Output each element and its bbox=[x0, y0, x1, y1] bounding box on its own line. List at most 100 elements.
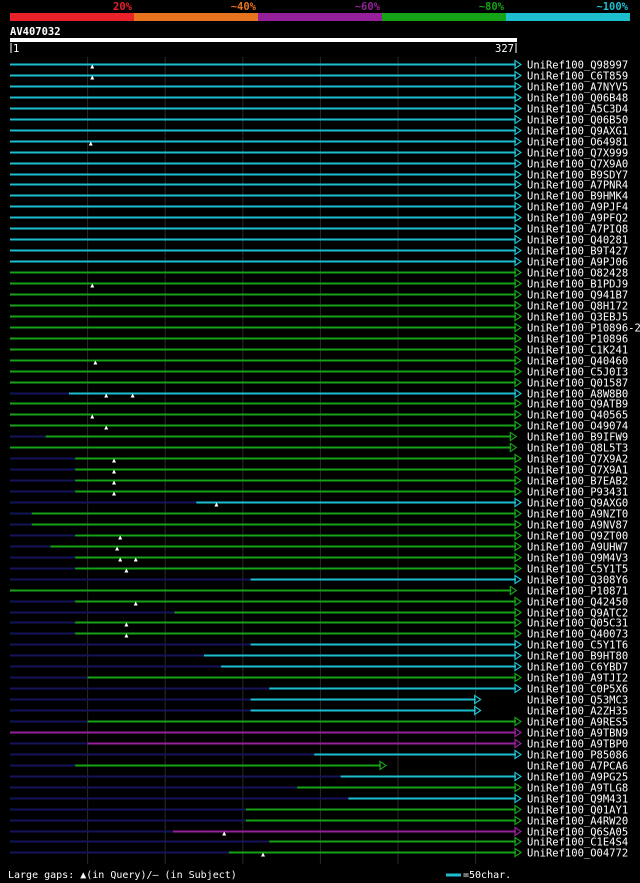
hit-row[interactable]: UniRef100_C6T859 bbox=[10, 70, 628, 83]
hit-row[interactable]: UniRef100_O04772 bbox=[10, 847, 628, 860]
hit-row[interactable]: UniRef100_A7NYV5 bbox=[10, 81, 628, 94]
hit-label[interactable]: UniRef100_Q941B7 bbox=[527, 290, 628, 302]
hit-row[interactable]: UniRef100_Q40565 bbox=[10, 409, 628, 422]
hit-row[interactable]: UniRef100_Q7X999 bbox=[10, 147, 628, 160]
hit-row[interactable]: UniRef100_A8W8B0 bbox=[10, 388, 628, 401]
hit-row[interactable]: UniRef100_P10871 bbox=[10, 585, 628, 598]
hit-row[interactable]: UniRef100_C1K241 bbox=[10, 344, 628, 357]
hit-label[interactable]: UniRef100_C1K241 bbox=[527, 345, 628, 357]
hit-label[interactable]: UniRef100_A9TBN9 bbox=[527, 728, 628, 740]
hit-label[interactable]: UniRef100_Q9ATC2 bbox=[527, 608, 628, 620]
hit-label[interactable]: UniRef100_Q06B48 bbox=[527, 93, 628, 105]
hit-row[interactable]: UniRef100_B9HT80 bbox=[10, 650, 628, 663]
hit-label[interactable]: UniRef100_A9TJI2 bbox=[527, 673, 628, 685]
hit-label[interactable]: UniRef100_Q40460 bbox=[527, 356, 628, 368]
hit-row[interactable]: UniRef100_A9PJF4 bbox=[10, 201, 628, 214]
hit-label[interactable]: UniRef100_A8W8B0 bbox=[527, 389, 628, 401]
hit-label[interactable]: UniRef100_A5C3D4 bbox=[527, 104, 628, 116]
hit-label[interactable]: UniRef100_C0P5X6 bbox=[527, 684, 628, 696]
hit-row[interactable]: UniRef100_Q01AY1 bbox=[10, 804, 628, 817]
hit-row[interactable]: UniRef100_Q05C31 bbox=[10, 617, 628, 630]
hit-label[interactable]: UniRef100_Q01587 bbox=[527, 378, 628, 390]
hit-row[interactable]: UniRef100_Q7X9A1 bbox=[10, 464, 628, 477]
hit-label[interactable]: UniRef100_A7PIQ8 bbox=[527, 224, 628, 236]
hit-label[interactable]: UniRef100_P10896 bbox=[527, 334, 628, 346]
hit-row[interactable]: UniRef100_A9UHW7 bbox=[10, 541, 628, 554]
hit-row[interactable]: UniRef100_Q9M4V3 bbox=[10, 552, 628, 565]
hit-label[interactable]: UniRef100_Q05C31 bbox=[527, 618, 628, 630]
hit-row[interactable]: UniRef100_Q40281 bbox=[10, 234, 628, 247]
hit-row[interactable]: UniRef100_Q53MC3 bbox=[10, 694, 628, 707]
hit-label[interactable]: UniRef100_A9NZT0 bbox=[527, 509, 628, 521]
hit-row[interactable]: UniRef100_P93431 bbox=[10, 486, 628, 499]
hit-label[interactable]: UniRef100_O64981 bbox=[527, 137, 628, 149]
hit-label[interactable]: UniRef100_B9HT80 bbox=[527, 651, 628, 663]
hit-label[interactable]: UniRef100_Q3EBJ5 bbox=[527, 312, 628, 324]
hit-row[interactable]: UniRef100_A5C3D4 bbox=[10, 103, 628, 116]
hit-row[interactable]: UniRef100_Q7X9A2 bbox=[10, 453, 628, 466]
hit-label[interactable]: UniRef100_Q7X9A2 bbox=[527, 454, 628, 466]
hit-row[interactable]: UniRef100_Q9ZT00 bbox=[10, 530, 628, 543]
hit-row[interactable]: UniRef100_Q40460 bbox=[10, 355, 628, 368]
hit-label[interactable]: UniRef100_Q9M431 bbox=[527, 794, 628, 806]
hit-label[interactable]: UniRef100_B9SDY7 bbox=[527, 170, 628, 182]
hit-label[interactable]: UniRef100_C5Y1T6 bbox=[527, 640, 628, 652]
hit-row[interactable]: UniRef100_Q9AXG1 bbox=[10, 125, 628, 138]
hit-row[interactable]: UniRef100_C0P5X6 bbox=[10, 683, 628, 696]
hit-row[interactable]: UniRef100_B1PDJ9 bbox=[10, 278, 628, 291]
hit-label[interactable]: UniRef100_A9TBP0 bbox=[527, 739, 628, 751]
hit-row[interactable]: UniRef100_P10896 bbox=[10, 333, 628, 346]
hit-label[interactable]: UniRef100_Q9AXG1 bbox=[527, 126, 628, 138]
hit-label[interactable]: UniRef100_A4RW20 bbox=[527, 816, 628, 828]
hit-row[interactable]: UniRef100_C6YBD7 bbox=[10, 661, 628, 674]
hit-row[interactable]: UniRef100_B9HMK4 bbox=[10, 190, 628, 203]
hit-label[interactable]: UniRef100_A7PNR4 bbox=[527, 180, 628, 192]
hit-row[interactable]: UniRef100_Q9ATC2 bbox=[10, 607, 628, 620]
hit-row[interactable]: UniRef100_Q06B48 bbox=[10, 92, 628, 105]
hit-label[interactable]: UniRef100_Q7X9A0 bbox=[527, 159, 628, 171]
hit-row[interactable]: UniRef100_P10896-2 bbox=[10, 322, 640, 335]
hit-row[interactable]: UniRef100_Q6SA05 bbox=[10, 826, 628, 839]
hit-label[interactable]: UniRef100_Q9ATB9 bbox=[527, 399, 628, 411]
hit-label[interactable]: UniRef100_C6YBD7 bbox=[527, 662, 628, 674]
hit-row[interactable]: UniRef100_Q8L5T3 bbox=[10, 442, 628, 455]
hit-label[interactable]: UniRef100_C1E4S4 bbox=[527, 837, 628, 849]
hit-row[interactable]: UniRef100_Q01587 bbox=[10, 377, 628, 390]
hit-row[interactable]: UniRef100_B9T427 bbox=[10, 245, 628, 258]
hit-label[interactable]: UniRef100_B9HMK4 bbox=[527, 191, 628, 203]
hit-label[interactable]: UniRef100_B7EAB2 bbox=[527, 476, 628, 488]
hit-row[interactable]: UniRef100_A9PJ06 bbox=[10, 256, 628, 269]
hit-row[interactable]: UniRef100_A9PG25 bbox=[10, 771, 628, 784]
hit-label[interactable]: UniRef100_A9PG25 bbox=[527, 772, 628, 784]
hit-row[interactable]: UniRef100_O64981 bbox=[10, 136, 628, 149]
hit-label[interactable]: UniRef100_Q9ZT00 bbox=[527, 531, 628, 543]
hit-row[interactable]: UniRef100_Q941B7 bbox=[10, 289, 628, 302]
hit-row[interactable]: UniRef100_A7PIQ8 bbox=[10, 223, 628, 236]
hit-row[interactable]: UniRef100_C5Y1T6 bbox=[10, 639, 628, 652]
hit-label[interactable]: UniRef100_Q01AY1 bbox=[527, 805, 628, 817]
hit-row[interactable]: UniRef100_A9PFQ2 bbox=[10, 212, 628, 225]
hit-row[interactable]: UniRef100_O82428 bbox=[10, 267, 628, 280]
hit-row[interactable]: UniRef100_C1E4S4 bbox=[10, 836, 628, 849]
hit-label[interactable]: UniRef100_Q7X999 bbox=[527, 148, 628, 160]
hit-row[interactable]: UniRef100_Q9AXG0 bbox=[10, 497, 628, 510]
hit-row[interactable]: UniRef100_A9TBP0 bbox=[10, 738, 628, 751]
hit-label[interactable]: UniRef100_Q42450 bbox=[527, 597, 628, 609]
hit-row[interactable]: UniRef100_Q98997 bbox=[10, 59, 628, 72]
hit-row[interactable]: UniRef100_A9NZT0 bbox=[10, 508, 628, 521]
hit-label[interactable]: UniRef100_A9TLG8 bbox=[527, 783, 628, 795]
hit-label[interactable]: UniRef100_P10896-2 bbox=[527, 323, 640, 335]
hit-row[interactable]: UniRef100_P85086 bbox=[10, 749, 628, 762]
hit-row[interactable]: UniRef100_A7PNR4 bbox=[10, 179, 628, 192]
hit-label[interactable]: UniRef100_B9T427 bbox=[527, 246, 628, 258]
hit-row[interactable]: UniRef100_Q06B50 bbox=[10, 114, 628, 127]
hit-label[interactable]: UniRef100_A9UHW7 bbox=[527, 542, 628, 554]
hit-row[interactable]: UniRef100_B9SDY7 bbox=[10, 169, 628, 182]
hit-label[interactable]: UniRef100_B9IFW9 bbox=[527, 432, 628, 444]
hit-label[interactable]: UniRef100_C5J0I3 bbox=[527, 367, 628, 379]
hit-row[interactable]: UniRef100_A9TJI2 bbox=[10, 672, 628, 685]
hit-label[interactable]: UniRef100_P10871 bbox=[527, 586, 628, 598]
hit-label[interactable]: UniRef100_Q98997 bbox=[527, 60, 628, 72]
hit-label[interactable]: UniRef100_Q40565 bbox=[527, 410, 628, 422]
hit-row[interactable]: UniRef100_A7PCA6 bbox=[10, 760, 628, 773]
